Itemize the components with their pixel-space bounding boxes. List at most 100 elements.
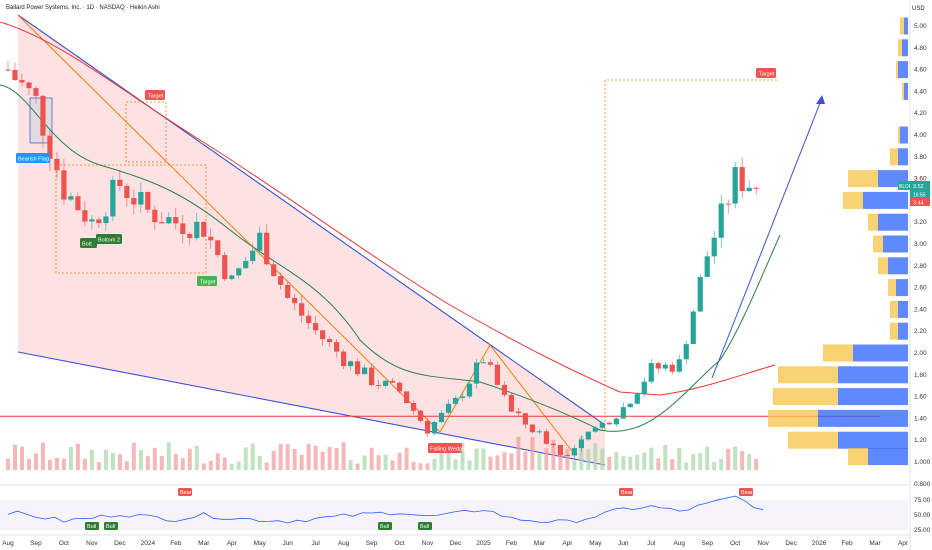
volume-bar — [467, 460, 472, 470]
rsi-tick-label: 75.00 — [914, 497, 931, 504]
volume-bar — [278, 444, 283, 470]
rsi-signal-badge — [178, 488, 192, 496]
price-tick-label: 1.60 — [914, 394, 927, 401]
volume-bar — [194, 445, 199, 470]
volume-profile-bar — [848, 170, 878, 188]
svg-text:Falling Wedge: Falling Wedge — [430, 447, 465, 453]
candle-body — [466, 383, 473, 397]
candle-body — [431, 422, 438, 434]
price-tick-label: 4.80 — [914, 45, 927, 52]
volume-bar — [250, 443, 255, 470]
candle-body — [725, 203, 731, 205]
rsi-signal-label: Bear — [621, 490, 633, 496]
volume-bar — [390, 460, 395, 470]
candle-body — [438, 412, 445, 423]
price-tick-label: 1.000 — [914, 459, 931, 466]
volume-bar — [313, 445, 318, 470]
volume-bar — [19, 446, 24, 470]
candle-body — [61, 170, 67, 200]
volume-bar — [75, 443, 80, 470]
volume-bar — [516, 436, 521, 470]
candle-body — [445, 403, 452, 413]
volume-bar — [327, 446, 332, 470]
candle-body — [117, 179, 123, 186]
price-tick-label: 2.60 — [914, 285, 927, 292]
candle-body — [33, 88, 39, 96]
candle-body — [655, 363, 661, 369]
volume-profile-bar — [878, 213, 908, 231]
time-tick-label: Nov — [757, 540, 769, 547]
price-tick-label: 0.800 — [914, 481, 931, 488]
volume-bar — [691, 454, 696, 470]
volume-bar — [103, 449, 108, 470]
time-tick-label: Jun — [282, 540, 293, 547]
candle-body — [452, 397, 459, 404]
volume-bar — [334, 448, 339, 470]
volume-bar — [453, 459, 458, 470]
volume-profile-bar — [904, 17, 908, 35]
price-tick-label: 4.60 — [914, 67, 927, 74]
candle-body — [578, 439, 584, 449]
volume-profile-bar — [823, 344, 853, 362]
rsi-axis: 75.00 50.00 25.00 — [914, 497, 931, 534]
volume-profile-bar — [902, 82, 904, 100]
volume-bar — [537, 453, 542, 470]
volume-bar — [425, 463, 430, 470]
volume-bar — [621, 456, 626, 470]
svg-text:Bottom 2: Bottom 2 — [98, 238, 120, 244]
volume-bar — [362, 455, 367, 470]
rsi-signal-label: Bull — [106, 524, 115, 530]
candle-body — [166, 217, 172, 224]
candle-body — [711, 237, 717, 257]
candle-body — [159, 222, 165, 224]
candle-body — [229, 275, 235, 280]
rsi-indicator: Bull Bull Bear Bull Bull Bear Bear — [7, 488, 764, 530]
volume-bar — [404, 447, 409, 470]
volume-profile-bar — [896, 279, 908, 297]
volume-bar — [47, 459, 52, 470]
volume-profile-bar — [900, 126, 908, 144]
volume-profile-bar — [838, 366, 908, 384]
wedge-upper-line — [17, 14, 606, 426]
candle-body — [299, 303, 305, 316]
volume-profile-bar — [778, 366, 838, 384]
candle-body — [753, 187, 759, 189]
volume-bar — [726, 448, 731, 470]
candle-body — [564, 455, 570, 457]
candle-body — [557, 444, 563, 456]
volume-profile-bar — [838, 388, 908, 406]
candle-body — [362, 367, 368, 375]
volume-bar — [40, 442, 45, 470]
candle-body — [82, 210, 88, 222]
volume-profile-bar — [853, 344, 908, 362]
candle-body — [746, 187, 752, 192]
volume-bar — [131, 442, 136, 470]
candle-body — [697, 276, 703, 312]
volume-profile-bar — [888, 257, 908, 275]
volume-bar — [502, 452, 507, 470]
candle-body — [285, 284, 291, 298]
candle-body — [173, 217, 179, 224]
time-tick-label: 2025 — [476, 540, 491, 547]
volume-bar — [222, 457, 227, 470]
volume-bar — [579, 436, 584, 470]
price-tick-label: 3.80 — [914, 154, 927, 161]
volume-bar — [397, 452, 402, 470]
rsi-band — [0, 500, 908, 530]
candle-body — [12, 69, 18, 81]
candle-body — [368, 367, 375, 386]
price-tick-label: 2.00 — [914, 350, 927, 357]
volume-bar — [6, 458, 10, 470]
time-tick-label: Oct — [59, 540, 69, 547]
volume-profile-bar — [898, 322, 908, 340]
price-tick-label: 3.00 — [914, 241, 927, 248]
candle-body — [341, 351, 347, 367]
volume-bar — [481, 448, 486, 470]
volume-profile-bar — [890, 300, 898, 318]
candle-body — [110, 179, 116, 217]
candle-body — [194, 221, 200, 239]
rsi-signal-label: Bull — [87, 524, 96, 530]
volume-bar — [117, 454, 122, 470]
volume-bar — [747, 454, 752, 470]
